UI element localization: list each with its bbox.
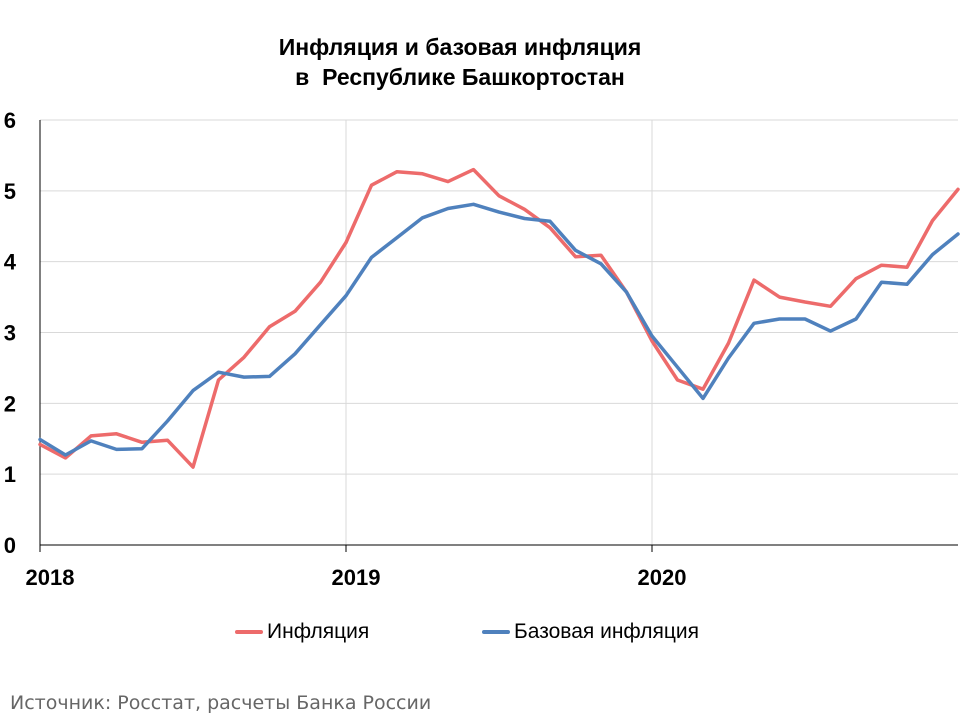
y-tick-label: 3 xyxy=(4,321,16,346)
chart-title: Инфляция и базовая инфляция в Республике… xyxy=(0,32,920,92)
chart-title-line-2: в Республике Башкортостан xyxy=(295,64,625,90)
x-tick-label: 2018 xyxy=(26,565,75,590)
legend-swatch-core xyxy=(482,630,510,634)
y-tick-label: 2 xyxy=(4,391,16,416)
y-tick-label: 5 xyxy=(4,179,16,204)
y-tick-label: 1 xyxy=(4,462,16,487)
y-tick-label: 6 xyxy=(4,108,16,133)
chart-title-line-1: Инфляция и базовая инфляция xyxy=(278,34,642,60)
x-tick-label: 2020 xyxy=(638,565,687,590)
source-note: Источник: Росстат, расчеты Банка России xyxy=(10,692,432,714)
legend: Инфляция Базовая инфляция xyxy=(0,620,960,650)
legend-item-core: Базовая инфляция xyxy=(482,620,699,644)
legend-label-inflation: Инфляция xyxy=(267,620,370,643)
legend-item-inflation: Инфляция xyxy=(235,620,369,644)
series-line-inflation xyxy=(38,167,960,469)
x-tick-label: 2019 xyxy=(332,565,381,590)
series-line-core xyxy=(38,202,960,457)
y-tick-label: 0 xyxy=(4,533,16,558)
legend-label-core: Базовая инфляция xyxy=(514,620,700,643)
y-tick-label: 4 xyxy=(4,250,17,275)
legend-swatch-inflation xyxy=(235,630,263,634)
